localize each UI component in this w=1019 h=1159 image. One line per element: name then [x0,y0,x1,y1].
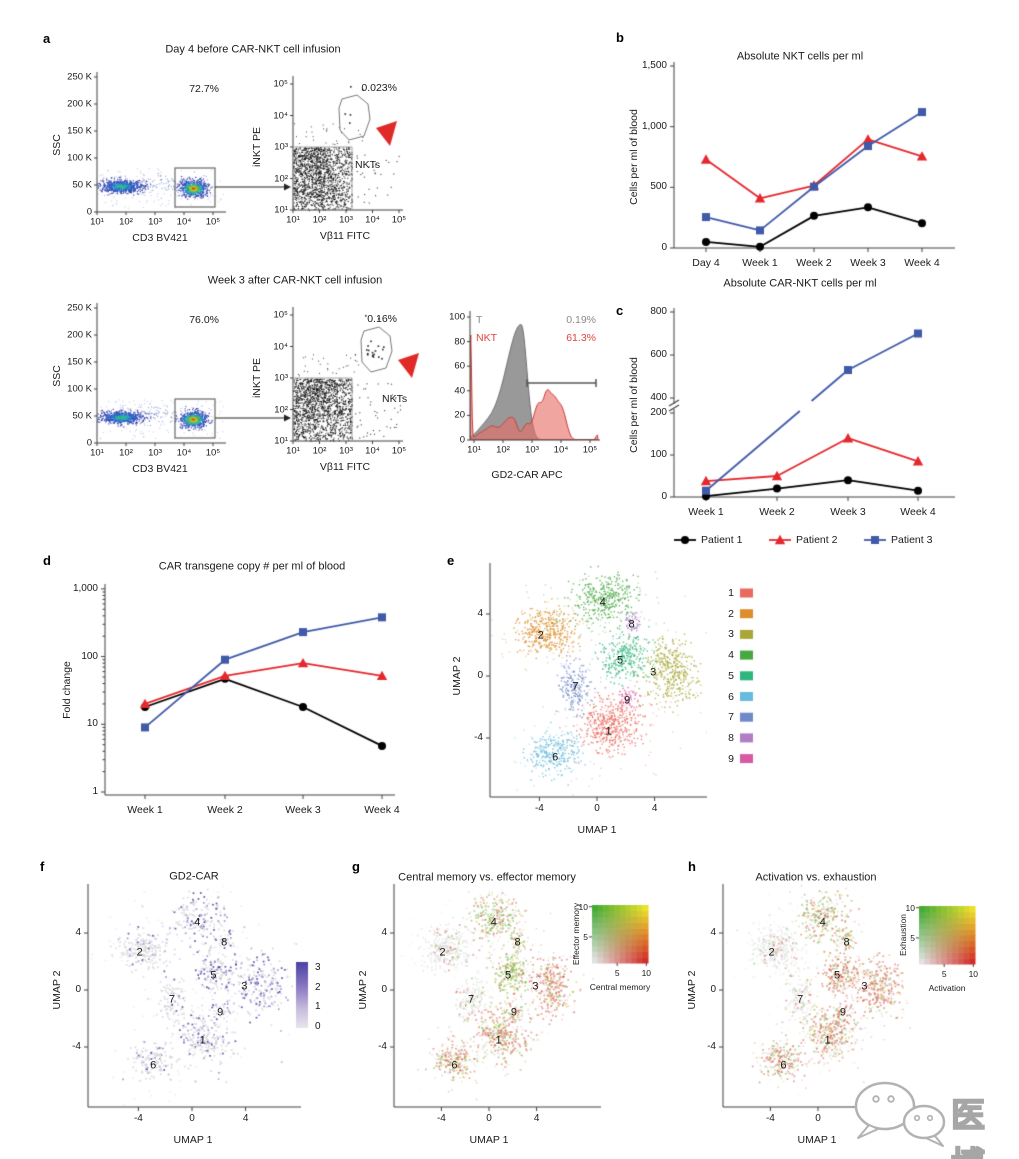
wechat-logo-icon [854,1081,946,1147]
panel-letter-h: h [688,859,696,874]
watermark: 医博圈 [845,1078,1019,1159]
panel-letter-g: g [352,859,360,874]
panel-letter-b: b [616,30,624,45]
panel-letter-c: c [616,303,624,318]
panel-letter-e: e [447,553,455,568]
panel-letter-d: d [43,553,51,568]
watermark-text: 医博圈 [950,1096,987,1159]
panel-letter-f: f [40,859,45,874]
panel-letter-a: a [43,31,51,46]
